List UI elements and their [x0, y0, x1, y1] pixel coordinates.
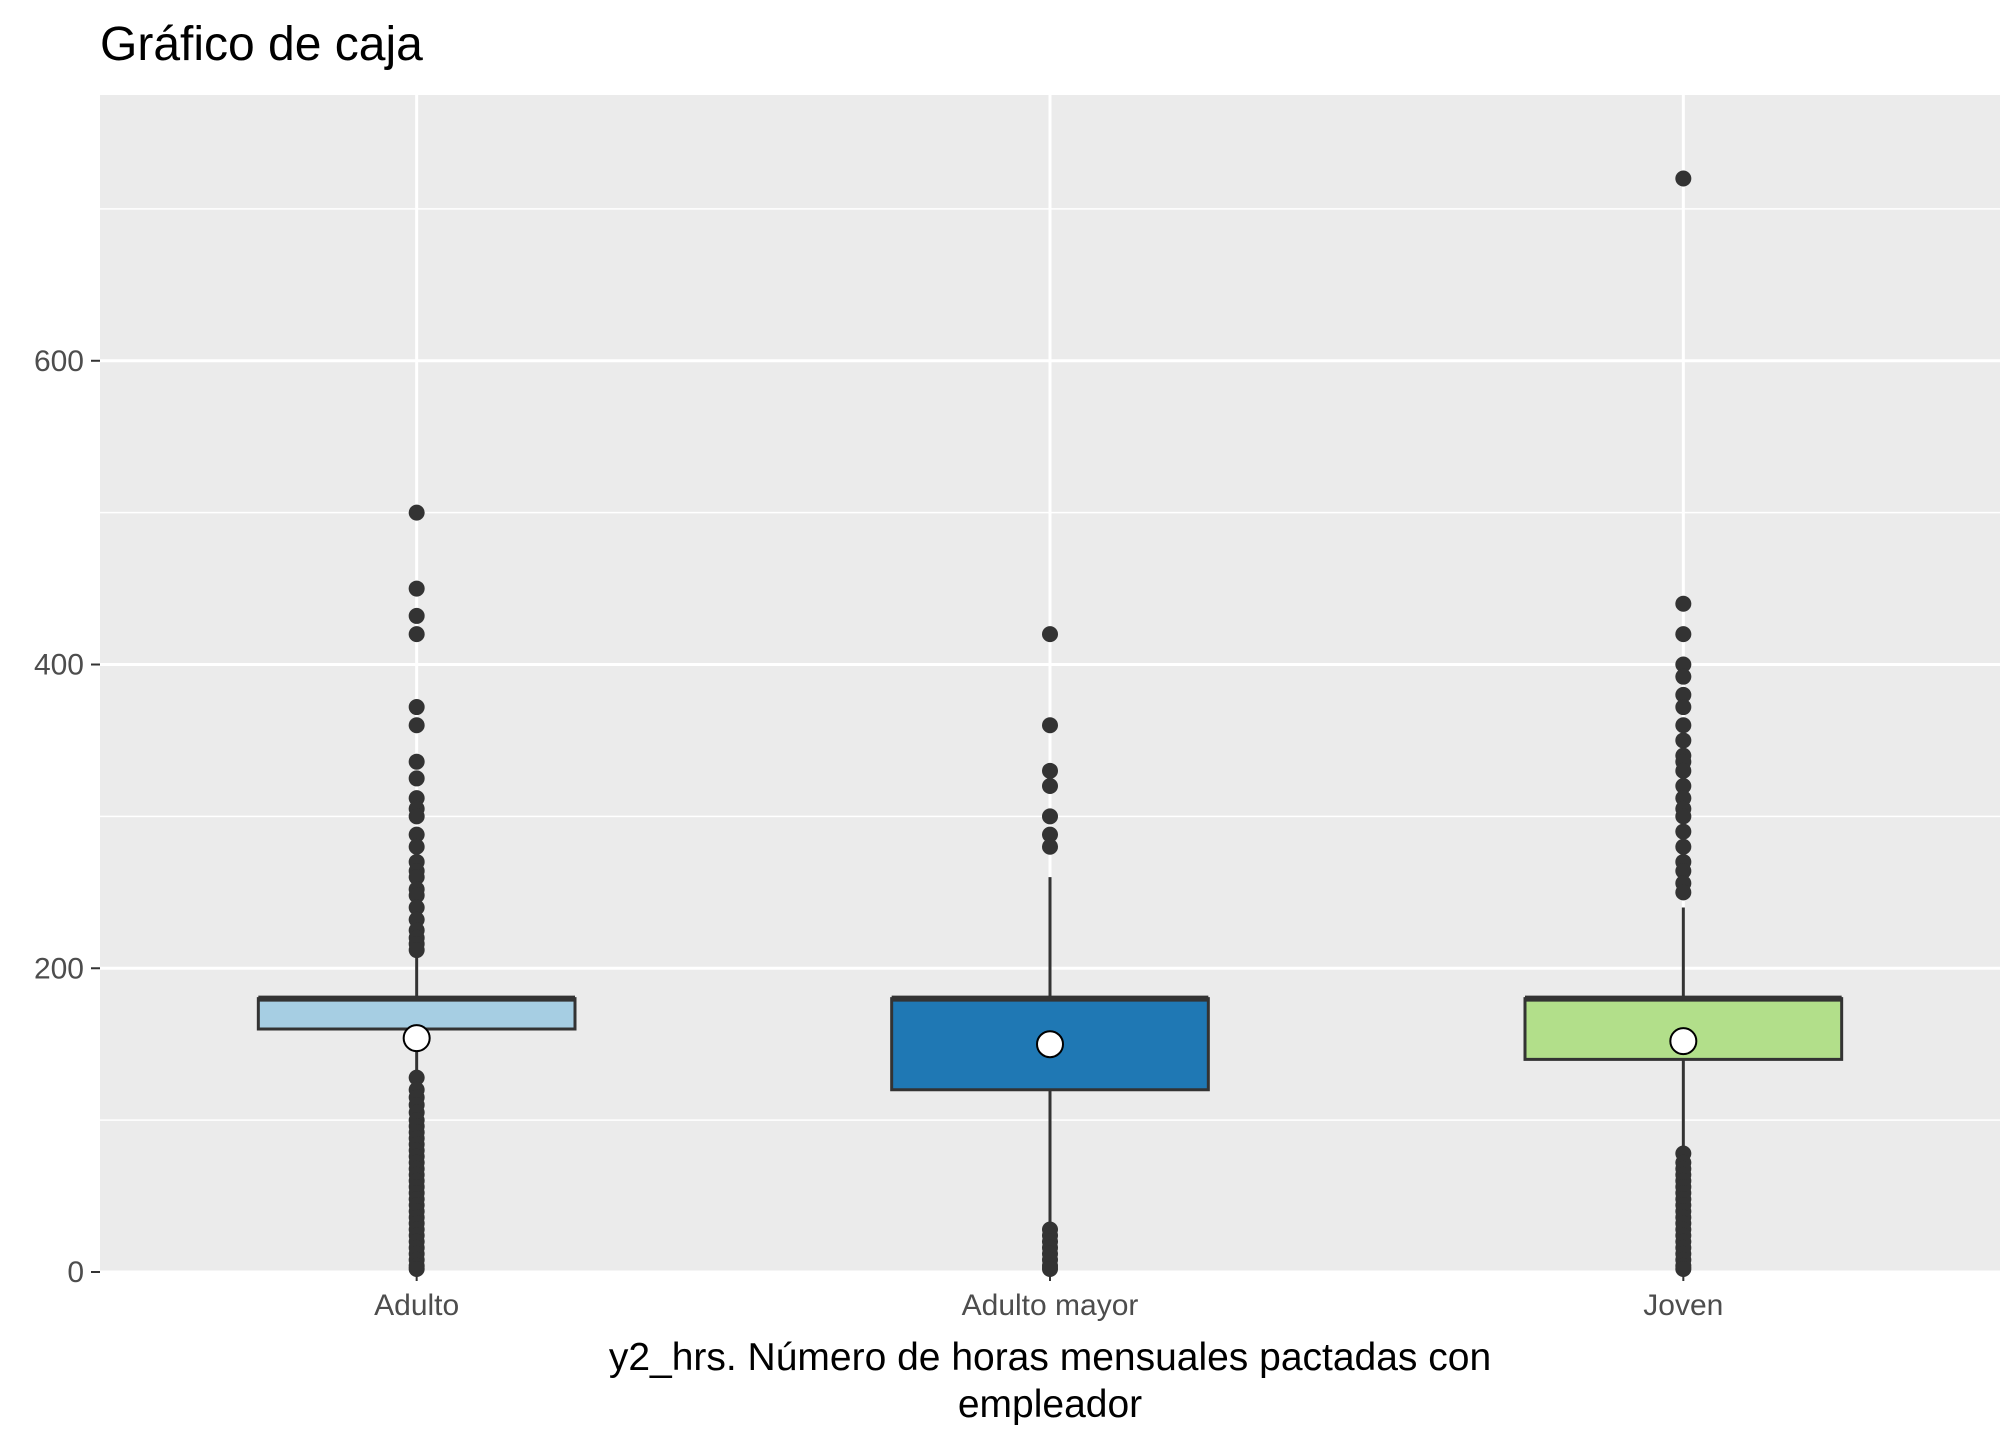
y-axis: 0 200 400 600 [34, 345, 100, 1289]
outlier-point [1042, 626, 1058, 643]
outlier-point [408, 607, 425, 624]
outlier-point [408, 580, 425, 597]
outlier-point [1675, 1260, 1692, 1277]
outlier-point [1675, 778, 1692, 795]
y-tick-label: 200 [34, 952, 84, 985]
outlier-point [1675, 626, 1692, 643]
outlier-point [408, 826, 425, 843]
outlier-point [1042, 808, 1058, 825]
outlier-point [1675, 884, 1692, 901]
outlier-point [1675, 838, 1692, 855]
outlier-point [408, 887, 425, 904]
x-tick-label: Adulto mayor [962, 1289, 1139, 1322]
outlier-point [1675, 170, 1692, 187]
box-group-adulto-mayor [890, 626, 1210, 1277]
outlier-point [1675, 863, 1692, 880]
x-axis: Adulto Adulto mayor Joven [374, 1272, 1723, 1322]
outlier-point [1042, 762, 1058, 779]
outlier-point [1675, 717, 1692, 734]
outlier-point [1675, 656, 1692, 673]
outlier-point [408, 1069, 425, 1086]
outlier-point [408, 838, 425, 855]
outlier-point [1675, 823, 1692, 840]
outlier-point [1675, 699, 1692, 716]
mean-point [402, 1024, 431, 1053]
outlier-point [1042, 826, 1058, 843]
outlier-point [1042, 717, 1058, 734]
outlier-point [408, 753, 425, 770]
x-tick-label: Adulto [374, 1289, 459, 1322]
outlier-point [408, 770, 425, 787]
mean-point [1036, 1030, 1064, 1059]
outlier-point [408, 808, 425, 825]
box-group-joven [1523, 170, 1844, 1277]
box-group-adulto [256, 504, 577, 1277]
outlier-point [1675, 808, 1692, 825]
x-axis-title-line-2: empleador [958, 1383, 1142, 1426]
outlier-point [408, 626, 425, 643]
outlier-point [1042, 838, 1058, 855]
outlier-point [408, 504, 425, 521]
outlier-point [408, 869, 425, 886]
outlier-point [1042, 1260, 1058, 1277]
outlier-point [408, 942, 425, 959]
outlier-point [1675, 686, 1692, 703]
y-tick-label: 600 [34, 345, 84, 378]
outlier-point [1675, 762, 1692, 779]
outlier-point [1675, 732, 1692, 749]
mean-point [1669, 1027, 1698, 1056]
outlier-point [1675, 595, 1692, 612]
outlier-point [1675, 668, 1692, 685]
outlier-point [408, 899, 425, 916]
outlier-point [1042, 778, 1058, 795]
outlier-point [408, 717, 425, 734]
outlier-point [408, 699, 425, 716]
y-tick-label: 0 [67, 1256, 84, 1289]
x-tick-label: Joven [1643, 1289, 1723, 1322]
chart-title: Gráfico de caja [100, 18, 423, 71]
outlier-point [408, 1260, 425, 1277]
boxes [256, 170, 1844, 1277]
y-tick-label: 400 [34, 649, 84, 682]
x-axis-title-line-1: y2_hrs. Número de horas mensuales pactad… [609, 1336, 1491, 1379]
